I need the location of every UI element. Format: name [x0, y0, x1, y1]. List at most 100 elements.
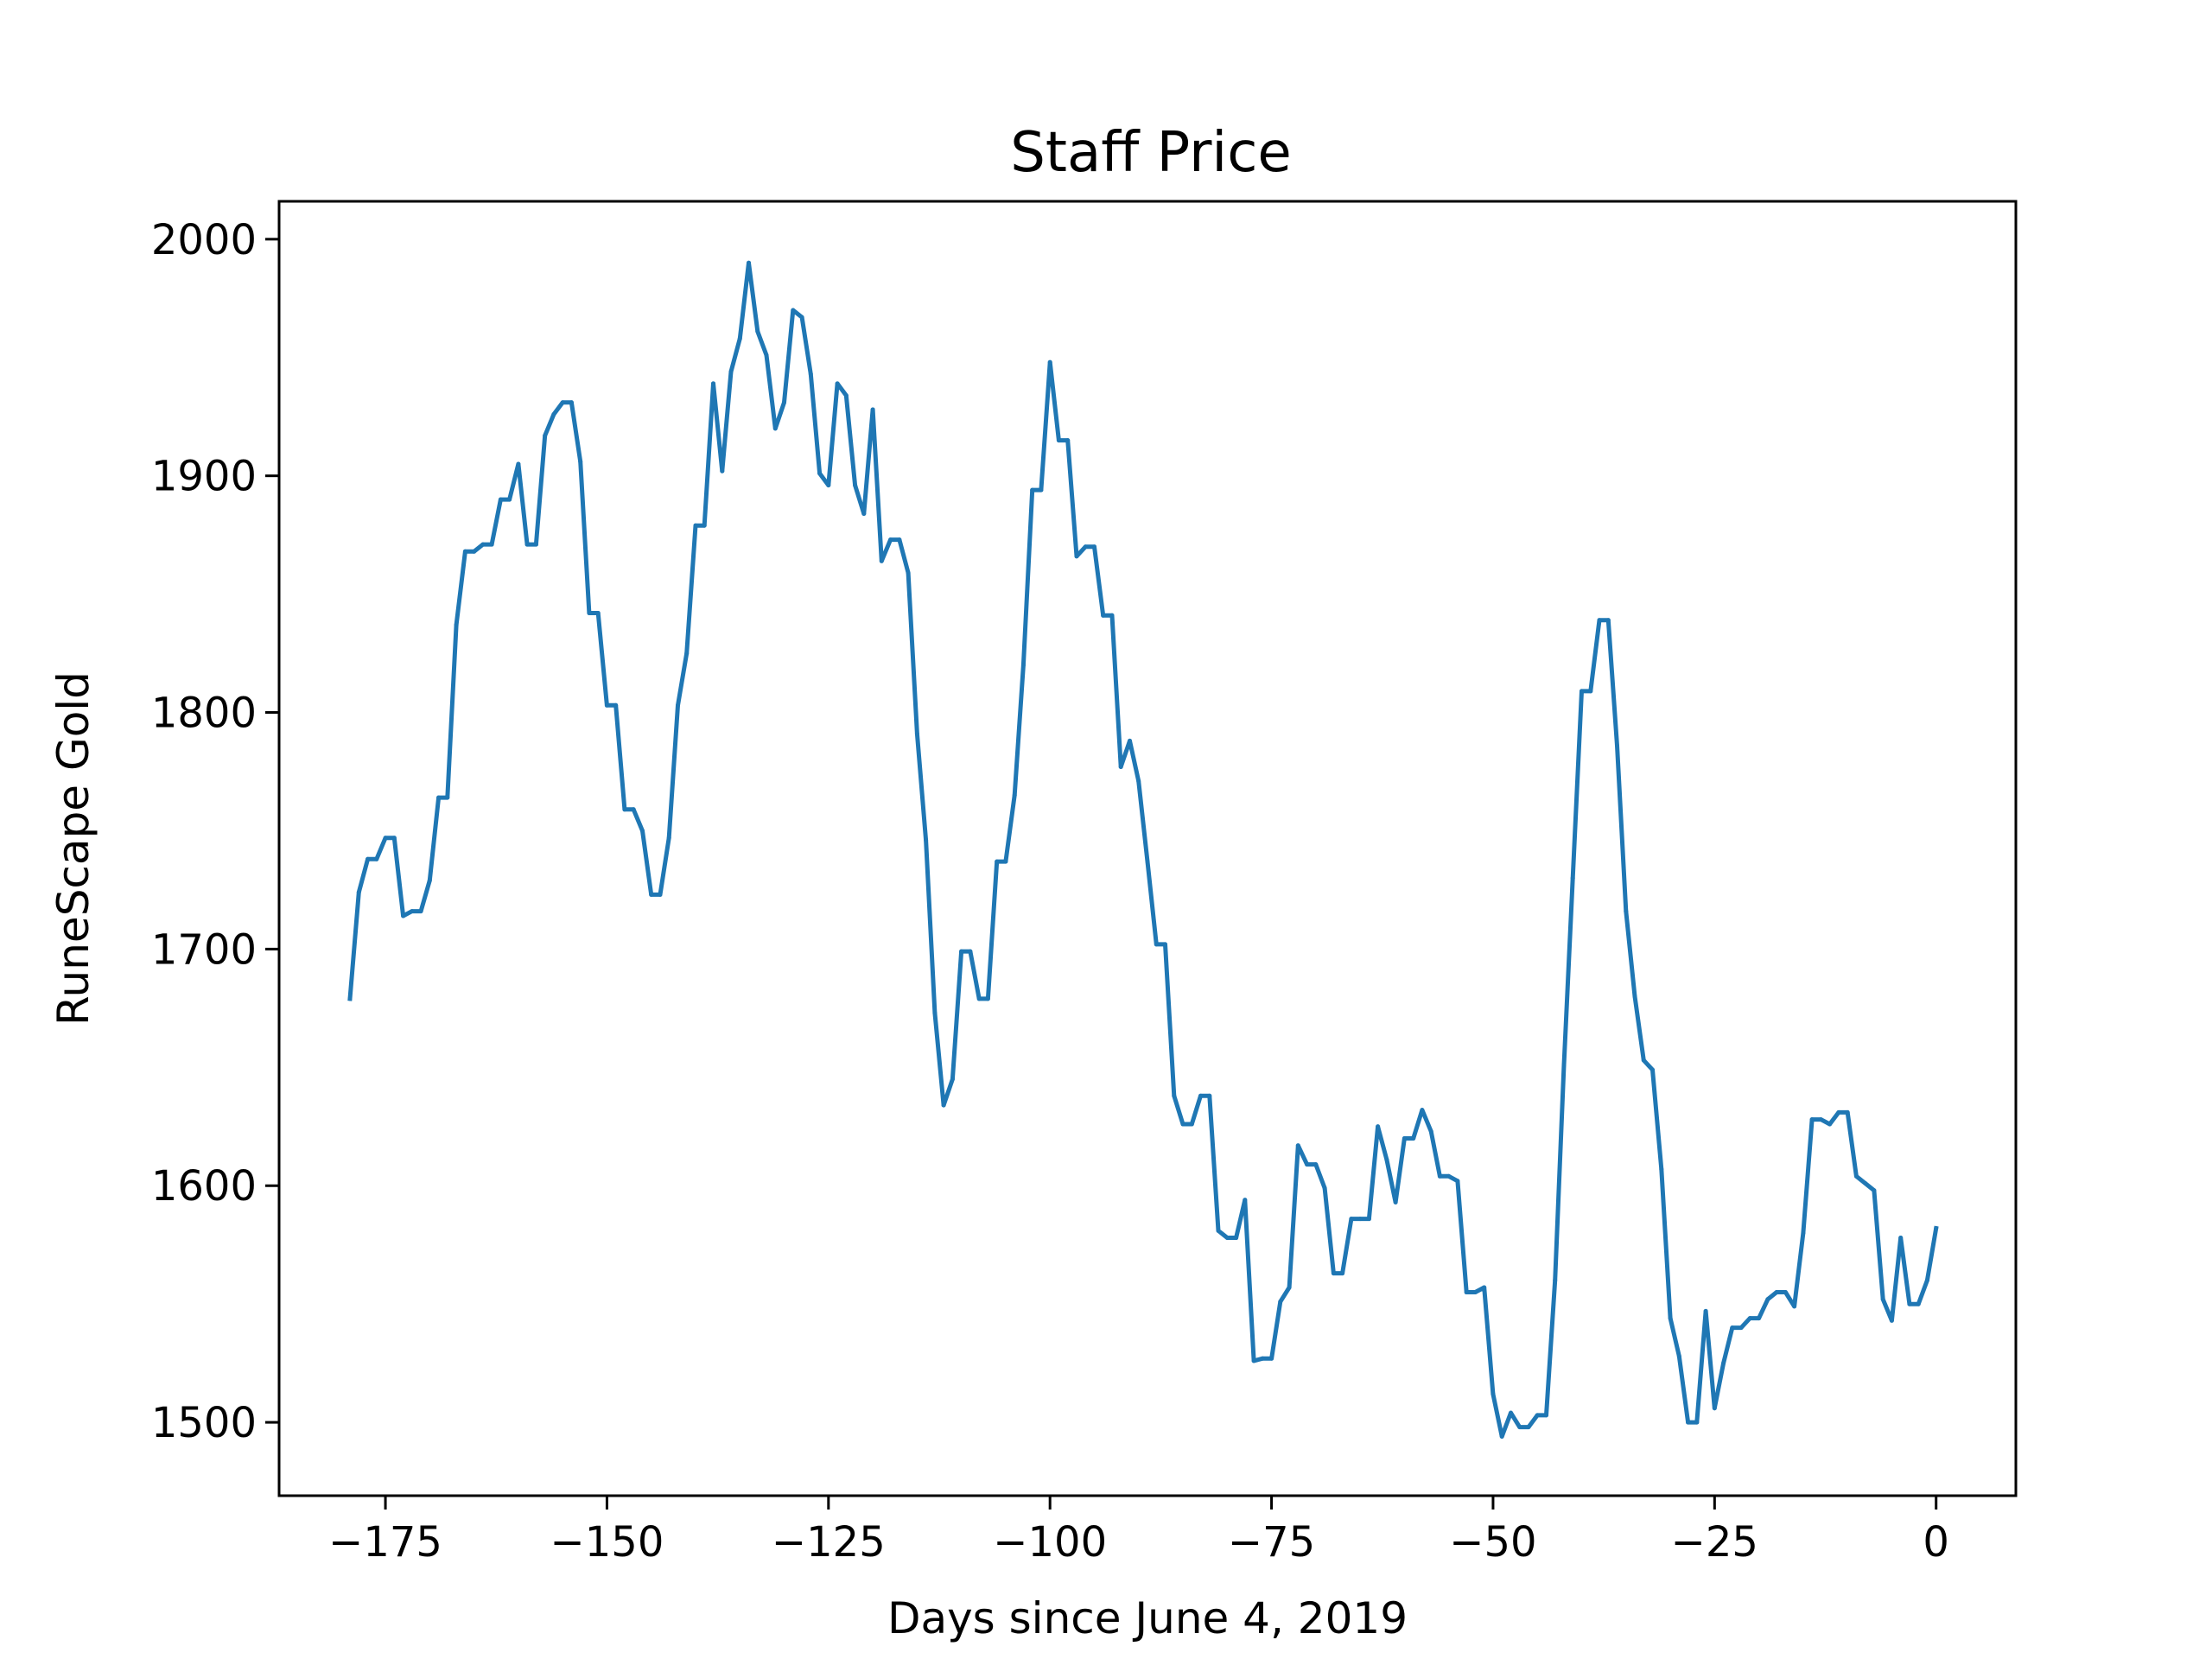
data-point: [1428, 1128, 1433, 1134]
data-point: [418, 909, 423, 914]
x-tick-label: −125: [772, 1518, 886, 1567]
data-point: [737, 336, 742, 341]
data-point: [1128, 738, 1132, 743]
data-point: [1056, 438, 1061, 443]
y-tick-label: 1600: [151, 1162, 257, 1211]
data-point: [1703, 1308, 1708, 1313]
data-point: [1446, 1173, 1452, 1179]
data-point: [1340, 1271, 1345, 1276]
data-point: [764, 353, 769, 358]
data-point: [1836, 1109, 1841, 1115]
data-point: [427, 878, 432, 883]
data-point: [1694, 1420, 1700, 1425]
data-point: [1659, 1166, 1664, 1172]
data-point: [1801, 1230, 1806, 1236]
y-tick-label: 1800: [151, 690, 257, 738]
data-point: [1924, 1278, 1929, 1283]
data-point: [1570, 875, 1575, 880]
data-point: [445, 795, 450, 800]
y-tick-label: 2000: [151, 216, 257, 264]
data-point: [462, 549, 467, 554]
data-point: [702, 523, 707, 528]
data-point: [649, 892, 654, 897]
data-point: [1650, 1067, 1655, 1072]
data-point: [1420, 1108, 1425, 1113]
data-point: [782, 400, 786, 405]
data-point: [543, 433, 548, 438]
data-point: [560, 400, 565, 405]
data-point: [1163, 942, 1167, 947]
data-point: [1198, 1093, 1203, 1098]
data-point: [1455, 1179, 1460, 1184]
data-point: [1605, 618, 1611, 623]
data-point: [853, 483, 858, 488]
data-point: [1553, 1278, 1558, 1283]
y-tick-label: 1900: [151, 453, 257, 501]
data-point: [897, 537, 902, 543]
y-axis-ticks: 1500 1600 1700 1800 1900 2000: [151, 216, 279, 1447]
data-point: [1278, 1299, 1283, 1304]
data-point: [1517, 1425, 1522, 1430]
data-point: [1738, 1325, 1744, 1331]
data-point: [941, 1103, 946, 1108]
data-point: [1145, 859, 1150, 864]
x-tick-label: −75: [1228, 1518, 1315, 1567]
data-point: [1189, 1122, 1194, 1127]
data-point: [1109, 613, 1115, 618]
data-point: [728, 369, 734, 374]
data-point: [1916, 1301, 1921, 1306]
data-point: [436, 795, 442, 800]
data-point: [347, 996, 353, 1001]
data-point: [1880, 1297, 1885, 1302]
data-point: [799, 315, 804, 320]
data-point: [1774, 1290, 1779, 1294]
data-point: [817, 471, 823, 476]
data-point: [1065, 438, 1071, 443]
data-point: [401, 913, 406, 918]
data-point: [524, 542, 530, 547]
data-point: [666, 836, 671, 841]
plot-area-frame: [277, 200, 2018, 1497]
data-point: [1615, 743, 1619, 748]
data-point: [1809, 1117, 1815, 1122]
data-point: [747, 260, 751, 265]
data-point: [968, 949, 973, 954]
data-point: [516, 461, 521, 467]
data-point: [1624, 909, 1629, 914]
data-point: [1357, 1217, 1363, 1222]
data-point: [1818, 1117, 1823, 1122]
data-point: [1251, 1358, 1256, 1363]
data-point: [1287, 1285, 1292, 1290]
data-point: [1588, 689, 1593, 694]
data-point: [1269, 1356, 1274, 1361]
x-tick-label: −175: [328, 1518, 442, 1567]
data-point: [587, 611, 592, 615]
data-point: [1402, 1136, 1407, 1141]
data-point: [374, 856, 379, 861]
data-point: [1313, 1162, 1319, 1167]
data-point: [1863, 1181, 1868, 1185]
data-point: [1154, 942, 1159, 947]
x-axis-label: Days since June 4, 2019: [887, 1593, 1408, 1643]
data-point: [604, 702, 609, 708]
data-point: [658, 892, 663, 897]
data-point: [383, 836, 388, 841]
data-point: [1012, 792, 1017, 798]
data-point: [1747, 1316, 1752, 1321]
data-point: [1437, 1173, 1442, 1179]
data-point: [1331, 1271, 1336, 1276]
data-point: [1472, 1290, 1478, 1294]
data-point: [1730, 1325, 1735, 1331]
data-point: [1827, 1122, 1833, 1127]
data-point: [932, 1010, 938, 1015]
data-point: [1349, 1217, 1354, 1222]
data-point: [1020, 663, 1026, 668]
data-point: [1260, 1356, 1265, 1361]
data-point: [1030, 487, 1035, 493]
data-point: [1101, 613, 1106, 618]
data-point: [1118, 765, 1123, 769]
data-point: [1898, 1236, 1904, 1240]
data-point: [507, 497, 512, 502]
x-axis-ticks: −175 −150 −125 −100 −75 −50 −25 0: [328, 1496, 1949, 1567]
